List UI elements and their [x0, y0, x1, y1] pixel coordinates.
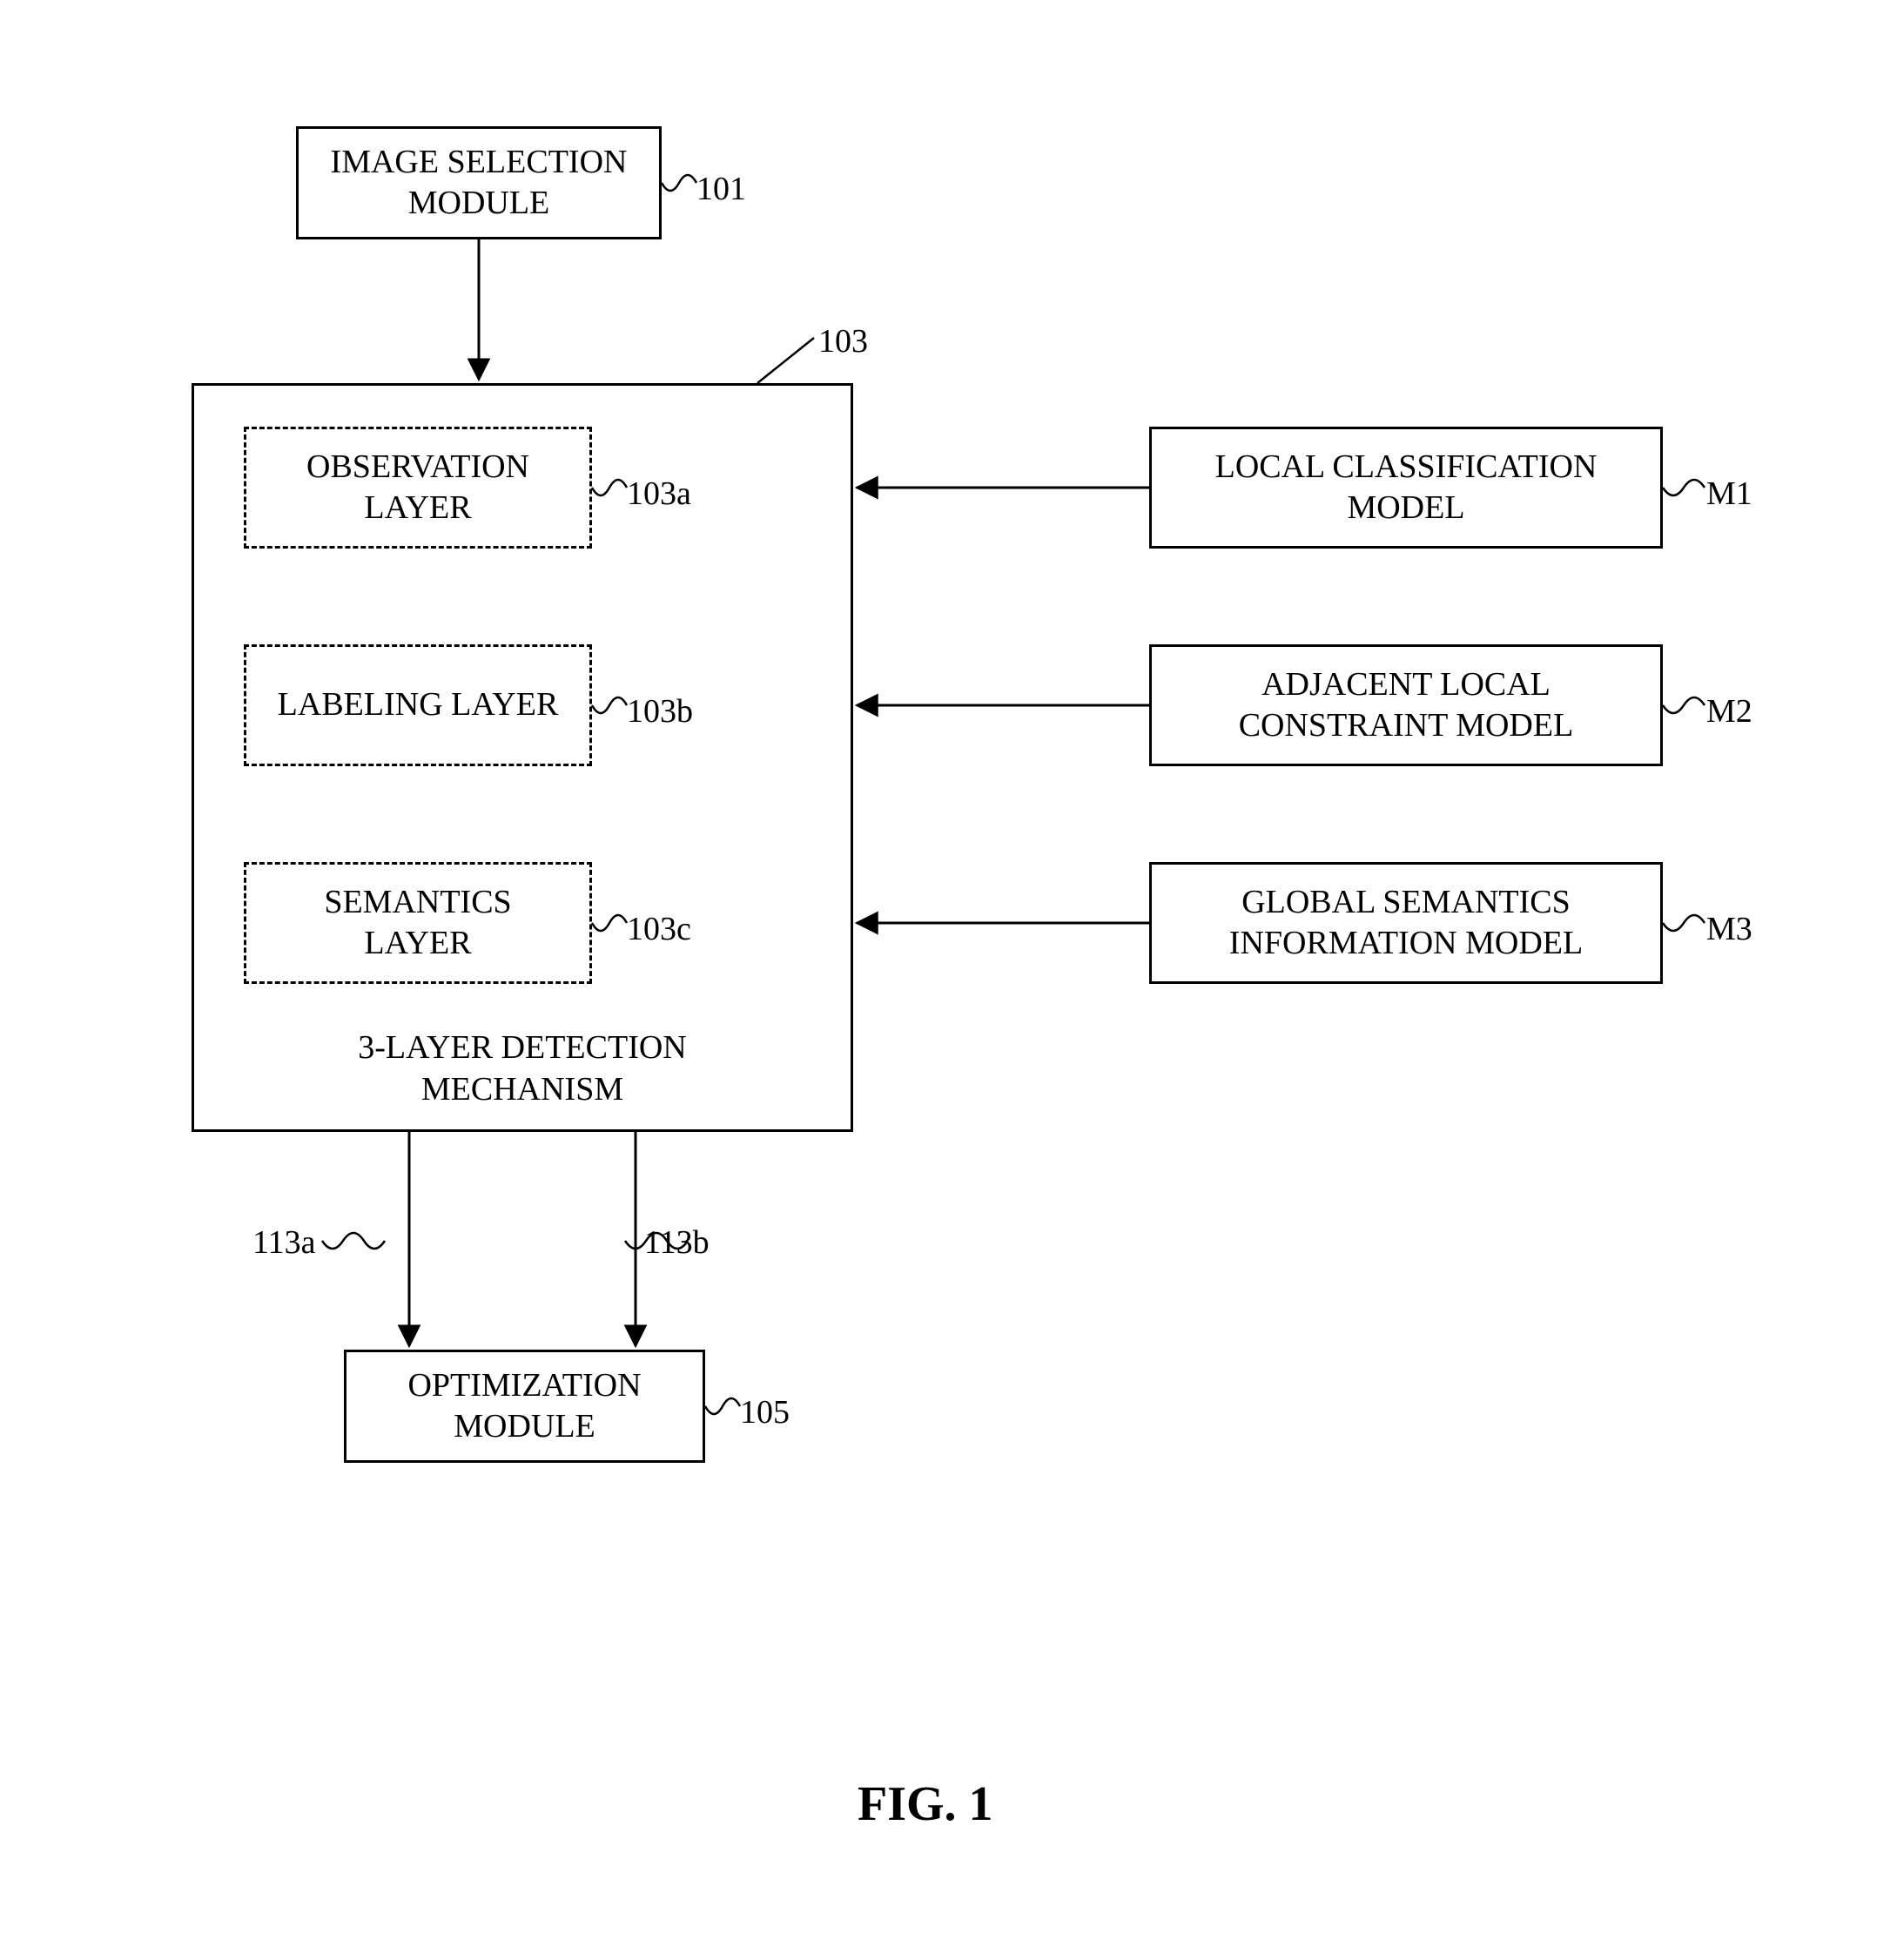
- node-3layer-caption: 3-LAYER DETECTIONMECHANISM: [331, 1027, 714, 1110]
- node-label: OBSERVATIONLAYER: [306, 447, 529, 529]
- ref-label-M3: M3: [1706, 910, 1752, 948]
- node-label: LABELING LAYER: [278, 684, 559, 726]
- node-global-semantics-information-model: GLOBAL SEMANTICSINFORMATION MODEL: [1149, 862, 1663, 984]
- node-label: SEMANTICSLAYER: [324, 882, 511, 965]
- node-label: LOCAL CLASSIFICATIONMODEL: [1215, 447, 1598, 529]
- node-label: 3-LAYER DETECTIONMECHANISM: [358, 1029, 687, 1108]
- node-semantics-layer: SEMANTICSLAYER: [244, 862, 592, 984]
- node-local-classification-model: LOCAL CLASSIFICATIONMODEL: [1149, 427, 1663, 549]
- node-label: GLOBAL SEMANTICSINFORMATION MODEL: [1229, 882, 1583, 965]
- ref-label-103a: 103a: [627, 475, 691, 513]
- ref-label-M2: M2: [1706, 692, 1752, 731]
- ref-label-103c: 103c: [627, 910, 691, 948]
- ref-label-105: 105: [740, 1393, 790, 1431]
- node-adjacent-local-constraint-model: ADJACENT LOCALCONSTRAINT MODEL: [1149, 644, 1663, 766]
- node-optimization-module: OPTIMIZATIONMODULE: [344, 1350, 705, 1463]
- ref-label-113a: 113a: [252, 1223, 315, 1262]
- figure-title: FIG. 1: [858, 1776, 993, 1832]
- node-label: IMAGE SELECTIONMODULE: [331, 142, 628, 225]
- diagram-canvas: IMAGE SELECTIONMODULE OBSERVATIONLAYER L…: [0, 0, 1897, 1960]
- ref-label-101: 101: [696, 170, 746, 208]
- node-labeling-layer: LABELING LAYER: [244, 644, 592, 766]
- ref-label-M1: M1: [1706, 475, 1752, 513]
- node-image-selection-module: IMAGE SELECTIONMODULE: [296, 126, 662, 239]
- node-label: OPTIMIZATIONMODULE: [407, 1365, 641, 1448]
- ref-label-103b: 103b: [627, 692, 693, 731]
- ref-label-103: 103: [818, 322, 868, 360]
- node-observation-layer: OBSERVATIONLAYER: [244, 427, 592, 549]
- node-label: ADJACENT LOCALCONSTRAINT MODEL: [1239, 664, 1574, 747]
- ref-label-113b: 113b: [644, 1223, 710, 1262]
